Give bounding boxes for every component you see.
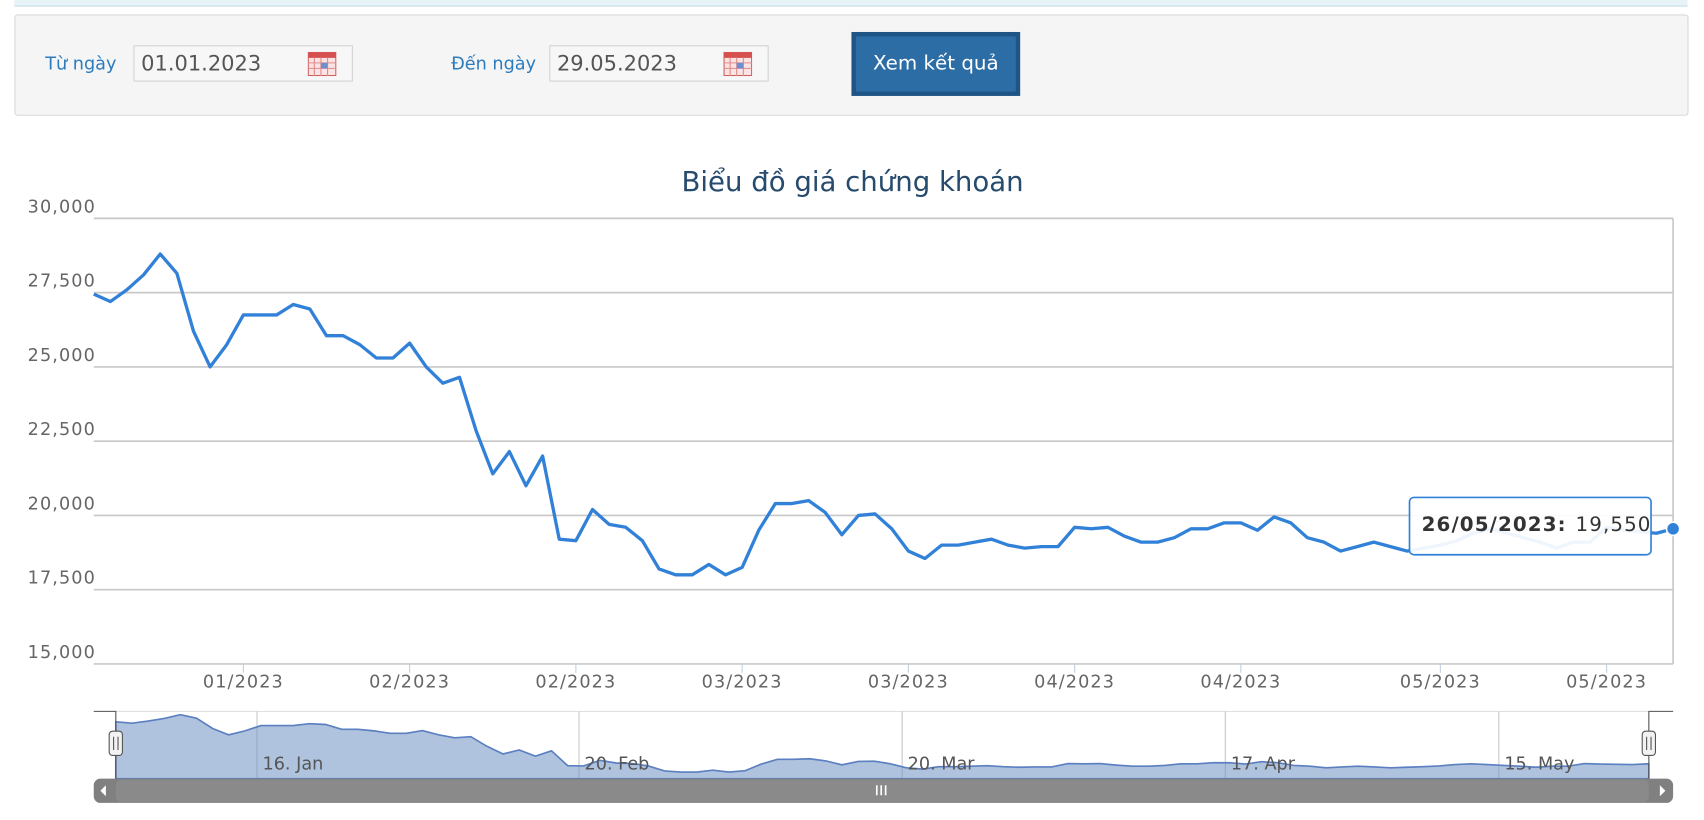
scroll-left[interactable] (100, 785, 106, 797)
x-tick-label: 03/2023 (868, 673, 949, 693)
navigator-label: 20. Mar (908, 754, 976, 774)
y-tick-label: 17,500 (28, 569, 96, 589)
x-tick-label: 02/2023 (369, 673, 450, 693)
tooltip-value: 19,550 (1575, 512, 1651, 535)
navigator-handle[interactable] (1641, 730, 1657, 757)
to-date-input[interactable]: 29.05.2023 (549, 45, 769, 82)
y-tick-label: 25,000 (28, 346, 96, 366)
calendar-icon[interactable] (723, 51, 753, 77)
x-tick-label: 04/2023 (1200, 673, 1281, 693)
x-tick-label: 05/2023 (1400, 673, 1481, 693)
to-date-value: 29.05.2023 (556, 51, 677, 77)
tooltip: 26/05/2023: 19,550 (1408, 496, 1652, 556)
y-tick-label: 15,000 (28, 643, 96, 663)
y-tick-label: 22,500 (28, 420, 96, 440)
navigator-handle[interactable] (108, 730, 123, 757)
x-tick-label: 02/2023 (535, 673, 616, 693)
x-tick-label: 03/2023 (702, 673, 783, 693)
tooltip-box (1408, 496, 1652, 556)
navigator-label: 17. Apr (1231, 754, 1296, 774)
x-tick-label: 04/2023 (1034, 673, 1115, 693)
scroll-right[interactable] (1659, 785, 1666, 797)
navigator-label: 15. May (1504, 754, 1574, 774)
top-strip (14, 0, 1688, 7)
y-tick-label: 27,500 (28, 272, 96, 292)
x-tick-label: 01/2023 (203, 673, 284, 693)
calendar-icon[interactable] (307, 51, 337, 77)
y-tick-label: 20,000 (28, 494, 96, 514)
tooltip-date: 26/05/2023: (1422, 512, 1567, 535)
hover-marker (1665, 521, 1681, 537)
chart-title: Biểu đồ giá chứng khoán (681, 165, 1023, 198)
from-date-value: 01.01.2023 (141, 51, 262, 77)
navigator-label: 20. Feb (585, 754, 650, 774)
handle-grip (1646, 736, 1652, 750)
y-tick-label: 30,000 (28, 197, 96, 217)
from-date-input[interactable]: 01.01.2023 (133, 45, 353, 82)
navigator-outline (93, 710, 1674, 779)
x-tick-label: 05/2023 (1566, 673, 1647, 693)
navigator-area (114, 713, 1650, 780)
submit-button[interactable]: Xem kết quả (851, 31, 1021, 96)
to-label: Đến ngày (451, 52, 537, 74)
scrollbar-thumb[interactable] (115, 779, 1649, 802)
submit-label: Xem kết quả (855, 36, 1016, 92)
from-label: Từ ngày (45, 52, 117, 74)
scrollbar-grip (875, 785, 887, 796)
navigator-label: 16. Jan (262, 754, 323, 774)
tooltip-text: 26/05/2023: 19,550 (1422, 512, 1652, 535)
handle-grip (113, 736, 119, 750)
